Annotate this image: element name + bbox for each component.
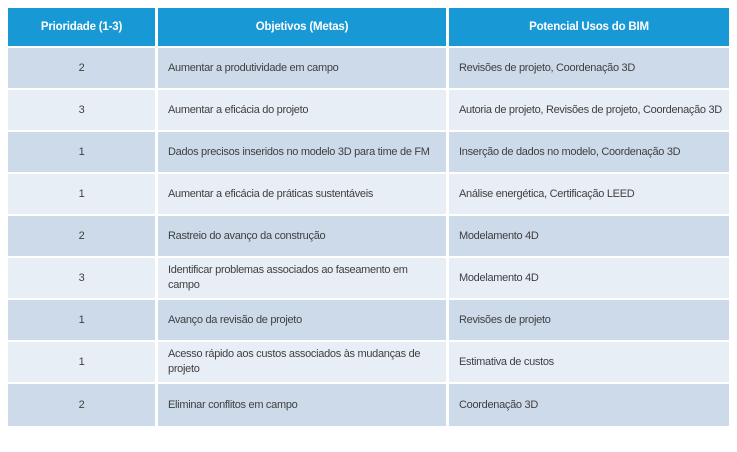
cell-usos: Estimativa de custos xyxy=(449,342,729,384)
cell-prioridade: 1 xyxy=(8,342,158,384)
cell-prioridade: 1 xyxy=(8,174,158,216)
cell-usos: Análise energética, Certificação LEED xyxy=(449,174,729,216)
cell-objetivo: Acesso rápido aos custos associados às m… xyxy=(158,342,449,384)
table-row: 1 Aumentar a eficácia de práticas susten… xyxy=(8,174,729,216)
table-row: 3 Aumentar a eficácia do projeto Autoria… xyxy=(8,90,729,132)
table-row: 2 Rastreio do avanço da construção Model… xyxy=(8,216,729,258)
header-row: Prioridade (1-3) Objetivos (Metas) Poten… xyxy=(8,8,729,48)
cell-usos: Revisões de projeto, Coordenação 3D xyxy=(449,48,729,90)
cell-objetivo: Aumentar a eficácia do projeto xyxy=(158,90,449,132)
cell-objetivo: Eliminar conflitos em campo xyxy=(158,384,449,426)
bim-goals-table: Prioridade (1-3) Objetivos (Metas) Poten… xyxy=(8,8,729,426)
cell-prioridade: 3 xyxy=(8,90,158,132)
cell-objetivo: Avanço da revisão de projeto xyxy=(158,300,449,342)
cell-prioridade: 2 xyxy=(8,216,158,258)
cell-usos: Modelamento 4D xyxy=(449,258,729,300)
cell-usos: Autoria de projeto, Revisões de projeto,… xyxy=(449,90,729,132)
column-header-usos-bim: Potencial Usos do BIM xyxy=(449,8,729,48)
cell-prioridade: 2 xyxy=(8,384,158,426)
bim-goals-table-container: Prioridade (1-3) Objetivos (Metas) Poten… xyxy=(8,8,729,426)
cell-usos: Coordenação 3D xyxy=(449,384,729,426)
cell-objetivo: Aumentar a eficácia de práticas sustentá… xyxy=(158,174,449,216)
cell-usos: Revisões de projeto xyxy=(449,300,729,342)
table-row: 1 Avanço da revisão de projeto Revisões … xyxy=(8,300,729,342)
cell-prioridade: 1 xyxy=(8,300,158,342)
table-row: 2 Aumentar a produtividade em campo Revi… xyxy=(8,48,729,90)
cell-prioridade: 2 xyxy=(8,48,158,90)
cell-objetivo: Identificar problemas associados ao fase… xyxy=(158,258,449,300)
column-header-prioridade: Prioridade (1-3) xyxy=(8,8,158,48)
column-header-objetivos: Objetivos (Metas) xyxy=(158,8,449,48)
cell-usos: Modelamento 4D xyxy=(449,216,729,258)
cell-objetivo: Dados precisos inseridos no modelo 3D pa… xyxy=(158,132,449,174)
cell-prioridade: 1 xyxy=(8,132,158,174)
cell-objetivo: Rastreio do avanço da construção xyxy=(158,216,449,258)
cell-usos: Inserção de dados no modelo, Coordenação… xyxy=(449,132,729,174)
cell-prioridade: 3 xyxy=(8,258,158,300)
table-row: 1 Acesso rápido aos custos associados às… xyxy=(8,342,729,384)
cell-objetivo: Aumentar a produtividade em campo xyxy=(158,48,449,90)
table-row: 3 Identificar problemas associados ao fa… xyxy=(8,258,729,300)
table-row: 1 Dados precisos inseridos no modelo 3D … xyxy=(8,132,729,174)
table-row: 2 Eliminar conflitos em campo Coordenaçã… xyxy=(8,384,729,426)
